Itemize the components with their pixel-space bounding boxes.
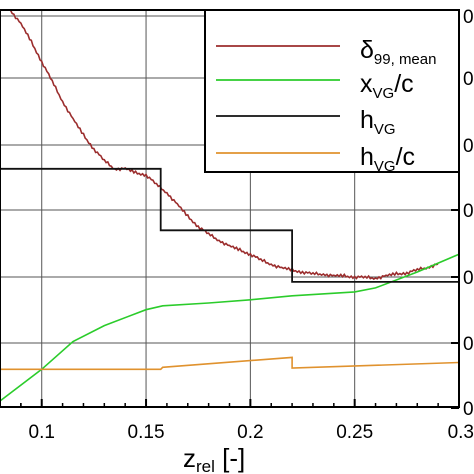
- x-tick-label-2: 0.2: [237, 422, 263, 443]
- x-tick-label-4: 0.3: [448, 422, 474, 443]
- series-lines: [0, 10, 459, 402]
- x-tick-label-1: 0.15: [128, 422, 165, 443]
- series-line-hvgc: [0, 356, 459, 371]
- series-line-hvg: [0, 167, 459, 283]
- x-ticks: 0.1 0.15 0.2 0.25 0.3: [0, 399, 474, 443]
- legend-label-suffix-hvgc: /c: [396, 143, 415, 171]
- x-tick-label-3: 0.25: [336, 422, 373, 443]
- legend-label-main-hvgc: h: [360, 143, 374, 171]
- legend-label-xvg: xVG/c: [360, 70, 414, 102]
- legend-label-suffix-xvg: /c: [394, 70, 413, 98]
- legend-label-sub-hvg: VG: [374, 121, 396, 138]
- legend-label-main-xvg: x: [360, 70, 373, 98]
- x-axis-title-suffix: [-]: [215, 443, 245, 473]
- legend-box: [204, 9, 460, 173]
- x-tick-label-0: 0.1: [29, 422, 55, 443]
- x-axis-title-sub: rel: [196, 457, 215, 474]
- legend-label-main-hvg: h: [360, 106, 374, 134]
- right-tick-label-5: 0: [463, 334, 474, 355]
- legend-label-main-delta: δ: [360, 36, 374, 64]
- x-axis-title: zrel [-]: [183, 443, 245, 474]
- legend-label-sub-hvgc: VG: [374, 158, 396, 175]
- right-tick-label-2: 0: [463, 136, 474, 157]
- right-tick-label-0: 0: [463, 7, 474, 28]
- right-tick-label-1: 0: [463, 69, 474, 90]
- right-tick-label-3: 0: [463, 201, 474, 222]
- legend-label-delta: δ99, mean: [360, 36, 436, 68]
- legend-label-sub-xvg: VG: [373, 85, 395, 102]
- legend-label-hvgc: hVG/c: [360, 143, 415, 175]
- right-tick-label-6: 0: [463, 399, 474, 420]
- right-tick-label-4: 0: [463, 268, 474, 289]
- series-line-xvg: [0, 253, 459, 402]
- legend-label-sub-delta: 99, mean: [374, 51, 437, 68]
- series-line-delta: [9, 10, 439, 281]
- legend-label-hvg: hVG: [360, 106, 396, 138]
- x-axis-title-main: z: [183, 443, 196, 473]
